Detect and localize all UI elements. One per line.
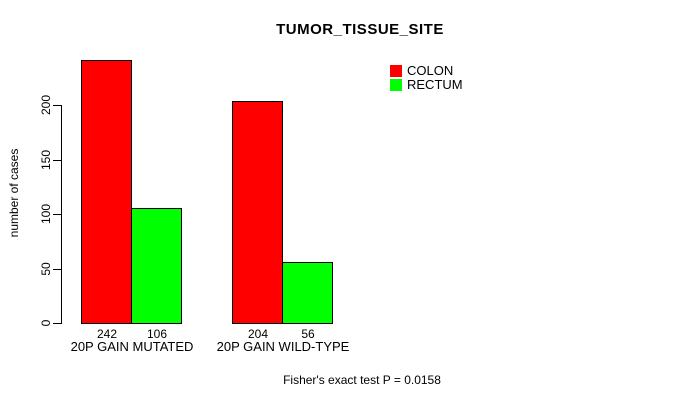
bar-colon-group1 <box>81 60 132 324</box>
y-tick <box>53 269 61 270</box>
y-axis-label: number of cases <box>7 148 21 238</box>
y-tick-label: 150 <box>39 149 53 171</box>
legend-item-colon: COLON <box>390 63 463 78</box>
annotation-text: Fisher's exact test P = 0.0158 <box>283 373 441 387</box>
y-tick <box>53 323 61 324</box>
x-category-label-2: 20P GAIN WILD-TYPE <box>216 339 350 354</box>
x-category-label-1: 20P GAIN MUTATED <box>70 339 194 354</box>
y-tick <box>53 105 61 106</box>
y-tick <box>53 160 61 161</box>
bar-rectum-group2 <box>282 262 333 324</box>
chart-title: TUMOR_TISSUE_SITE <box>276 21 444 38</box>
bar-value-colon-group1: 242 <box>96 327 118 341</box>
legend-label-colon: COLON <box>407 63 454 78</box>
bar-value-rectum-group2: 56 <box>301 327 315 341</box>
legend-item-rectum: RECTUM <box>390 77 463 92</box>
legend-label-rectum: RECTUM <box>407 77 463 92</box>
bar-value-rectum-group1: 106 <box>146 327 168 341</box>
legend: COLON RECTUM <box>390 63 463 92</box>
y-tick-label: 50 <box>39 262 53 276</box>
bar-value-colon-group2: 204 <box>247 327 269 341</box>
y-axis-line <box>61 105 62 324</box>
y-tick-label: 100 <box>39 203 53 225</box>
y-tick-label: 0 <box>39 319 53 327</box>
legend-swatch-rectum <box>390 79 402 91</box>
legend-swatch-colon <box>390 65 402 77</box>
y-tick-label: 200 <box>39 94 53 116</box>
y-tick <box>53 214 61 215</box>
bar-colon-group2 <box>232 101 283 324</box>
bar-rectum-group1 <box>131 208 182 324</box>
